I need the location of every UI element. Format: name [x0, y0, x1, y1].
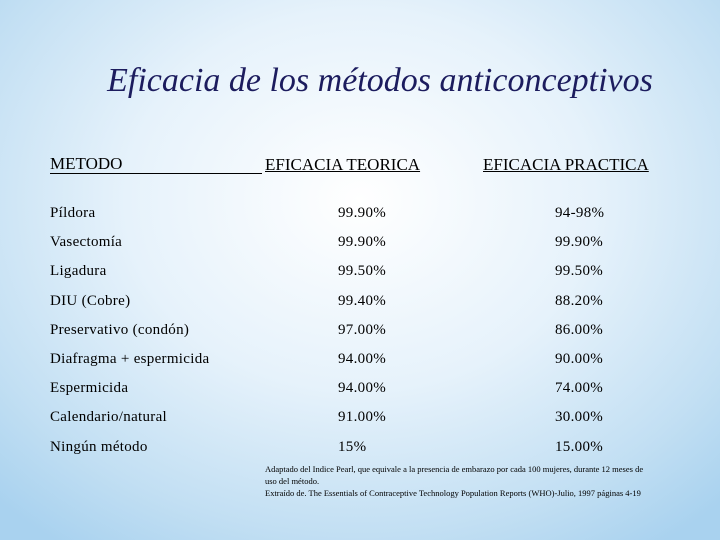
- method-cell: Calendario/natural: [50, 409, 168, 426]
- method-cell: Vasectomía: [50, 234, 123, 251]
- efficacy-cell: 97.00%: [338, 321, 387, 338]
- efficacy-cell: 99.90%: [338, 205, 387, 221]
- efficacy-cell: 99.50%: [338, 263, 387, 280]
- efficacy-cell: 86.00%: [555, 321, 604, 338]
- column-header: METODO: [50, 155, 262, 174]
- column-header: EFICACIA PRACTICA: [483, 155, 649, 174]
- efficacy-cell: 99.90%: [338, 234, 387, 251]
- efficacy-cell: 94.00%: [338, 351, 387, 367]
- efficacy-cell: 15%: [338, 438, 367, 455]
- method-cell: Ningún método: [50, 438, 148, 455]
- slide-title: Eficacia de los métodos anticonceptivos: [107, 62, 653, 99]
- efficacy-cell: 88.20%: [555, 292, 604, 309]
- efficacy-cell: 94-98%: [555, 205, 605, 221]
- method-cell: Ligadura: [50, 263, 107, 280]
- efficacy-cell: 99.50%: [555, 263, 604, 280]
- footnote-line: Extraído de. The Essentials of Contracep…: [265, 488, 641, 498]
- method-cell: DIU (Cobre): [50, 292, 131, 309]
- efficacy-cell: 90.00%: [555, 351, 604, 367]
- efficacy-cell: 15.00%: [555, 438, 604, 455]
- efficacy-cell: 91.00%: [338, 409, 387, 426]
- method-cell: Espermicida: [50, 380, 129, 397]
- efficacy-cell: 30.00%: [555, 409, 604, 426]
- efficacy-cell: 94.00%: [338, 380, 387, 397]
- efficacy-cell: 74.00%: [555, 380, 604, 397]
- efficacy-cell: 99.40%: [338, 292, 387, 309]
- method-cell: Preservativo (condón): [50, 321, 190, 338]
- method-cell: Píldora: [50, 205, 96, 221]
- footnote: Adaptado del Indice Pearl, que equivale …: [265, 463, 645, 499]
- efficacy-cell: 99.90%: [555, 234, 604, 251]
- footnote-line: Adaptado del Indice Pearl, que equivale …: [265, 464, 644, 486]
- method-cell: Diafragma + espermicida: [50, 351, 210, 367]
- column-header: EFICACIA TEORICA: [265, 155, 421, 174]
